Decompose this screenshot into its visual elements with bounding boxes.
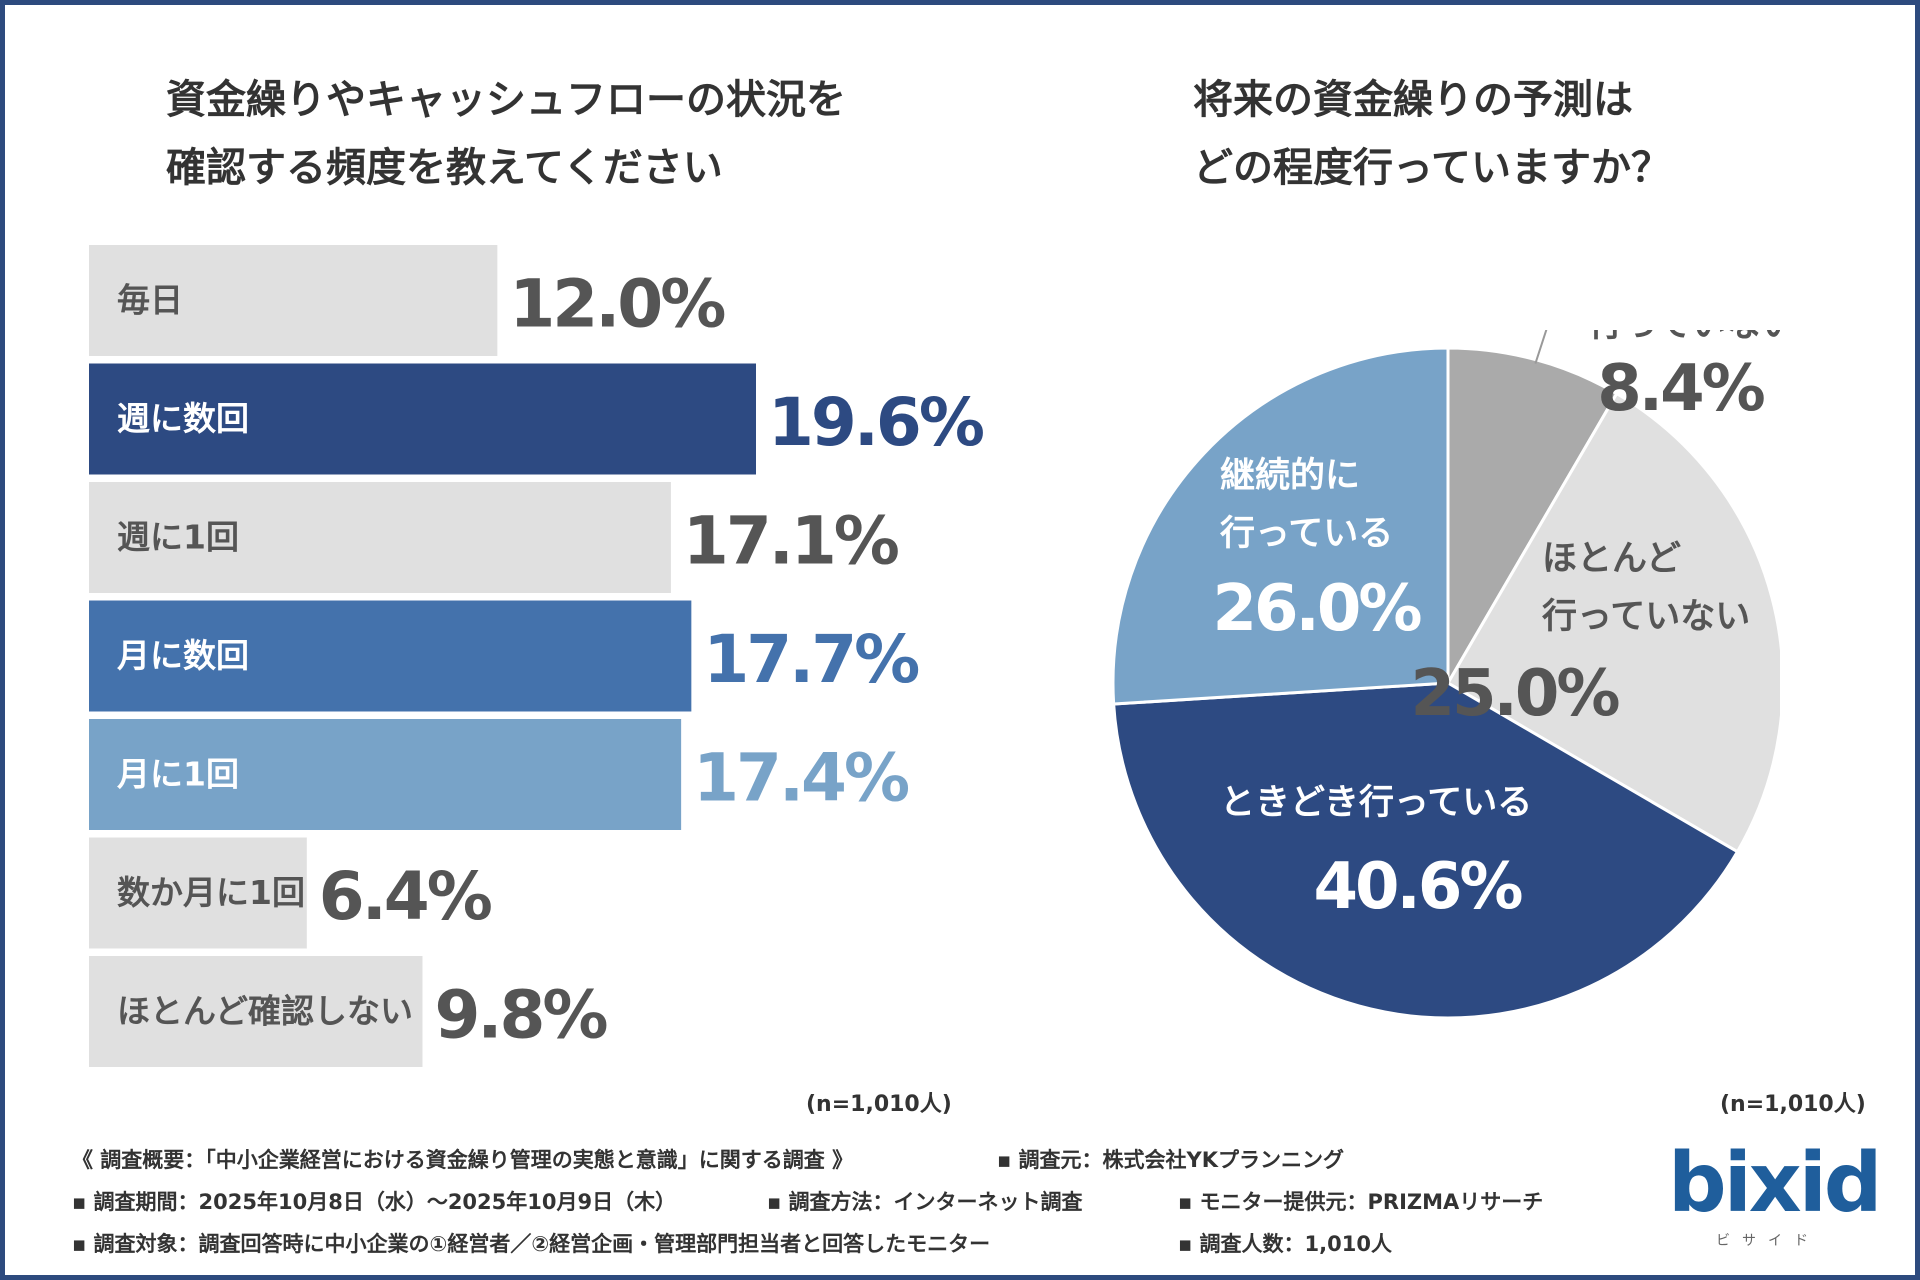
survey-period: ▪ 調査期間：2025年10月8日（水）～2025年10月9日（木） — [72, 1190, 677, 1214]
bar-3 — [89, 600, 692, 712]
pie-chart-title: 将来の資金繰りの予測は どの程度行っていますか？ — [1193, 66, 1671, 202]
pie-label-3-line-0: 継続的に — [1220, 456, 1360, 496]
bar-category-label-6: ほとんど確認しない — [117, 992, 413, 1031]
survey-target: ▪ 調査対象：調査回答時に中小企業の①経営者／②経営企画・管理部門担当者と回答し… — [72, 1232, 991, 1256]
pie-label-0-line-1: 行っていない — [1588, 330, 1780, 345]
bar-chart-title-line-2: 確認する頻度を教えてください — [166, 145, 723, 191]
bar-1 — [89, 363, 756, 475]
pie-chart-sample-size: (n=1,010人) — [1720, 1092, 1866, 1117]
survey-method: ▪ 調査方法：インターネット調査 — [767, 1190, 1083, 1214]
pie-value-label-2: 40.6% — [1313, 850, 1522, 924]
survey-organizer: ▪ 調査元：株式会社YKプランニング — [997, 1148, 1345, 1172]
pie-value-label-1: 25.0% — [1410, 657, 1619, 731]
pie-chart: 全く行っていない8.4%ほとんど行っていない25.0%ときどき行っている40.6… — [1111, 330, 1780, 1020]
pie-value-label-0: 8.4% — [1597, 352, 1764, 426]
survey-overview: 《 調査概要：「中小企業経営における資金繰り管理の実態と意識」に関する調査 》 — [72, 1148, 854, 1172]
pie-slice-3 — [1111, 346, 1450, 706]
bar-category-label-0: 毎日 — [117, 281, 183, 320]
bar-chart-title-line-1: 資金繰りやキャッシュフローの状況を — [166, 77, 846, 123]
pie-label-1-line-0: ほとんど — [1542, 539, 1681, 579]
bar-6 — [89, 956, 423, 1067]
bar-value-label-3: 17.7% — [703, 621, 919, 698]
pie-label-3-line-1: 行っている — [1220, 514, 1393, 554]
bar-value-label-1: 19.6% — [768, 384, 984, 461]
survey-sample-count: ▪ 調査人数：1,010人 — [1178, 1232, 1392, 1256]
bar-category-label-5: 数か月に1回 — [117, 873, 305, 912]
pie-value-label-3: 26.0% — [1212, 572, 1421, 646]
bar-category-label-1: 週に数回 — [117, 399, 249, 438]
bar-2 — [89, 482, 671, 593]
bar-4 — [89, 719, 682, 830]
bar-chart-title: 資金繰りやキャッシュフローの状況を 確認する頻度を教えてください — [166, 66, 846, 202]
survey-monitor-provider: ▪ モニター提供元：PRIZMAリサーチ — [1178, 1190, 1544, 1214]
bar-0 — [89, 245, 498, 356]
bar-value-label-0: 12.0% — [509, 266, 725, 343]
pie-slice-2 — [1112, 681, 1740, 1020]
bar-category-label-4: 月に1回 — [117, 755, 239, 794]
bar-chart-sample-size: (n=1,010人) — [806, 1092, 952, 1117]
pie-label-1-line-1: 行っていない — [1542, 597, 1750, 637]
bar-value-label-2: 17.1% — [683, 503, 899, 580]
bar-value-label-5: 6.4% — [319, 858, 492, 935]
pie-leader-line-0 — [1534, 330, 1548, 364]
logo-wordmark: bixid — [1668, 1136, 1883, 1231]
pie-chart-title-line-1: 将来の資金繰りの予測は — [1193, 77, 1633, 123]
bixid-logo: bixid ビサイド — [1668, 1136, 1883, 1252]
pie-chart-title-line-2: どの程度行っていますか？ — [1193, 145, 1671, 191]
bar-chart: 毎日 12.0% 週に数回 19.6% 週に1回 17.1% 月に数回 17.7% 月に1回 17… — [89, 245, 987, 1067]
pie-slice-1 — [1445, 391, 1780, 854]
bar-5 — [89, 837, 307, 949]
pie-label-2-line-0: ときどき行っている — [1220, 783, 1532, 823]
bar-category-label-2: 週に1回 — [117, 518, 239, 557]
logo-subtext: ビサイド — [1716, 1233, 1820, 1249]
bar-category-label-3: 月に数回 — [117, 636, 249, 675]
pie-slice-0 — [1446, 346, 1619, 689]
bar-value-label-6: 9.8% — [435, 977, 608, 1054]
bar-value-label-4: 17.4% — [693, 740, 909, 817]
